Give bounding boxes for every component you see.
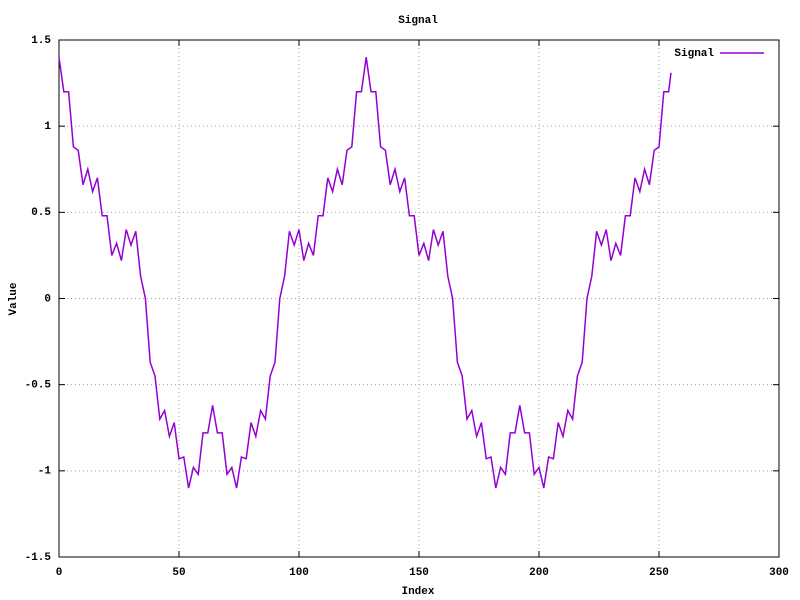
y-tick-label: 0.5: [31, 207, 51, 219]
x-tick-label: 250: [649, 567, 669, 579]
chart-title: Signal: [398, 15, 438, 27]
y-axis-label: Value: [8, 282, 20, 315]
y-tick-label: 1.5: [31, 35, 51, 47]
x-tick-label: 100: [289, 567, 309, 579]
y-tick-label: -1.5: [25, 552, 52, 564]
y-tick-label: -0.5: [25, 380, 52, 392]
x-tick-label: 150: [409, 567, 429, 579]
y-tick-label: -1: [38, 466, 52, 478]
series-line: [58, 57, 672, 489]
x-tick-label: 50: [172, 567, 185, 579]
plot-frame: [58, 39, 780, 558]
x-tick-label: 200: [529, 567, 549, 579]
y-tick-label: 0: [44, 293, 51, 305]
x-tick-label: 300: [769, 567, 789, 579]
legend-label: Signal: [674, 48, 714, 60]
x-axis-label: Index: [401, 586, 434, 598]
x-tick-label: 0: [56, 567, 63, 579]
y-tick-label: 1: [44, 121, 51, 133]
